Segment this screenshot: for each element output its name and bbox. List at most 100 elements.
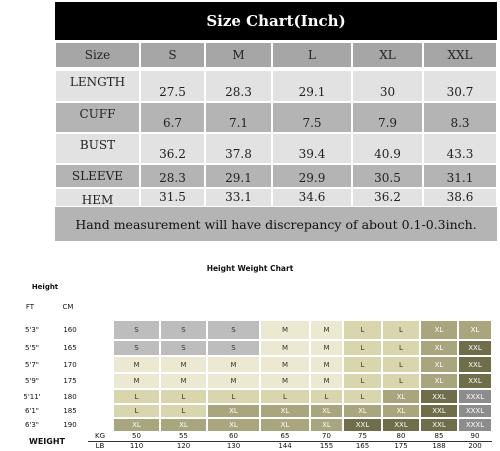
kg-value: 60 [229, 432, 238, 440]
lb-value: 200 [468, 442, 482, 450]
ft-value: 6'3" [24, 421, 40, 429]
header-cell: XXL [423, 42, 497, 68]
size-cell: L [343, 389, 382, 404]
size-cell: L [343, 320, 382, 340]
divider [88, 441, 492, 442]
size-cell: S [113, 340, 160, 356]
value-cell: 37.8 [205, 133, 272, 164]
size-cell: S [160, 340, 207, 356]
cm-value: 160 [63, 326, 77, 334]
value-cell: 30.5 [352, 164, 423, 188]
header-cell: L [272, 42, 352, 68]
ft-value: 5'9" [24, 377, 40, 385]
size-cell: XL [160, 418, 207, 432]
lb-value: 130 [226, 442, 241, 450]
value-cell: 29.9 [272, 164, 352, 188]
size-cell: M [260, 373, 310, 389]
ft-value: 6'1" [24, 407, 40, 415]
size-cell: M [310, 356, 343, 373]
size-cell: L [382, 340, 420, 356]
cm-value: 190 [63, 421, 77, 429]
cm-value: 180 [63, 392, 77, 401]
row-label: SLEEVE [55, 164, 140, 188]
size-cell: M [160, 356, 207, 373]
lb-value: 155 [319, 442, 334, 450]
size-cell: M [310, 320, 343, 340]
size-cell: XXL [343, 418, 382, 432]
size-cell: S [207, 320, 260, 340]
value-cell: 31.5 [140, 188, 205, 207]
size-cell: L [260, 389, 310, 404]
size-cell: L [160, 404, 207, 418]
value-cell: 33.1 [205, 188, 272, 207]
size-cell: XXL [458, 373, 492, 389]
value-cell: 38.6 [423, 188, 497, 207]
chart-title: Height Weight Chart [206, 263, 294, 273]
size-cell: L [343, 356, 382, 373]
height-label: Height [31, 283, 59, 291]
value-cell: 34.6 [272, 188, 352, 207]
size-cell: XL [310, 418, 343, 432]
kg-label: KG [94, 432, 105, 440]
kg-value: 75 [358, 432, 367, 440]
ft-value: 5'7" [24, 360, 40, 369]
size-cell: XL [458, 320, 492, 340]
cm-value: 165 [63, 344, 77, 352]
size-cell: XL [420, 356, 458, 373]
size-cell: XL [207, 418, 260, 432]
value-cell: 30.7 [423, 70, 497, 102]
size-cell: M [260, 356, 310, 373]
kg-value: 50 [132, 432, 141, 440]
size-cell: XXL [458, 340, 492, 356]
value-cell: 30 [352, 70, 423, 102]
size-cell: L [382, 356, 420, 373]
size-cell: L [207, 389, 260, 404]
kg-value: 65 [280, 432, 290, 440]
size-cell: L [310, 389, 343, 404]
header-cell: S [140, 42, 205, 68]
row-label: LENGTH [55, 70, 140, 102]
lb-value: 120 [176, 442, 191, 450]
size-cell: XXL [420, 418, 458, 432]
cm-value: 170 [63, 360, 77, 369]
header-cell: M [205, 42, 272, 68]
weight-label: WEIGHT [29, 436, 65, 446]
value-cell: 29.1 [205, 164, 272, 188]
size-cell: XXXL [458, 404, 492, 418]
row-label: CUFF [55, 102, 140, 133]
size-cell: XL [113, 418, 160, 432]
ft-value: 5'5" [24, 344, 40, 352]
ft-value: 5'11' [23, 392, 41, 401]
size-cell: XL [207, 404, 260, 418]
size-cell: XXL [420, 389, 458, 404]
value-cell: 40.9 [352, 133, 423, 164]
size-cell: M [160, 373, 207, 389]
size-cell: L [382, 373, 420, 389]
ft-value: 5'3" [24, 326, 40, 334]
size-cell: XXXL [458, 418, 492, 432]
size-cell: L [160, 389, 207, 404]
lb-value: 175 [394, 442, 408, 450]
size-cell: XL [420, 320, 458, 340]
value-cell: 28.3 [140, 164, 205, 188]
size-cell: L [113, 389, 160, 404]
value-cell: 36.2 [352, 188, 423, 207]
note: Hand measurement will have discrepancy o… [55, 207, 497, 241]
size-cell: XL [260, 418, 310, 432]
value-cell: 39.4 [272, 133, 352, 164]
header-cell: Size [55, 42, 140, 68]
size-cell: XL [382, 389, 420, 404]
kg-value: 55 [179, 432, 188, 440]
size-cell: XL [420, 373, 458, 389]
row-label: BUST [55, 133, 140, 164]
ft-label: FT [25, 303, 35, 311]
size-cell: M [310, 340, 343, 356]
size-cell: XXL [420, 404, 458, 418]
size-cell: S [207, 340, 260, 356]
lb-value: 165 [355, 442, 370, 450]
size-cell: XL [343, 404, 382, 418]
size-cell: XXL [458, 356, 492, 373]
size-cell: M [207, 373, 260, 389]
size-cell: XL [382, 404, 420, 418]
size-cell: M [260, 320, 310, 340]
